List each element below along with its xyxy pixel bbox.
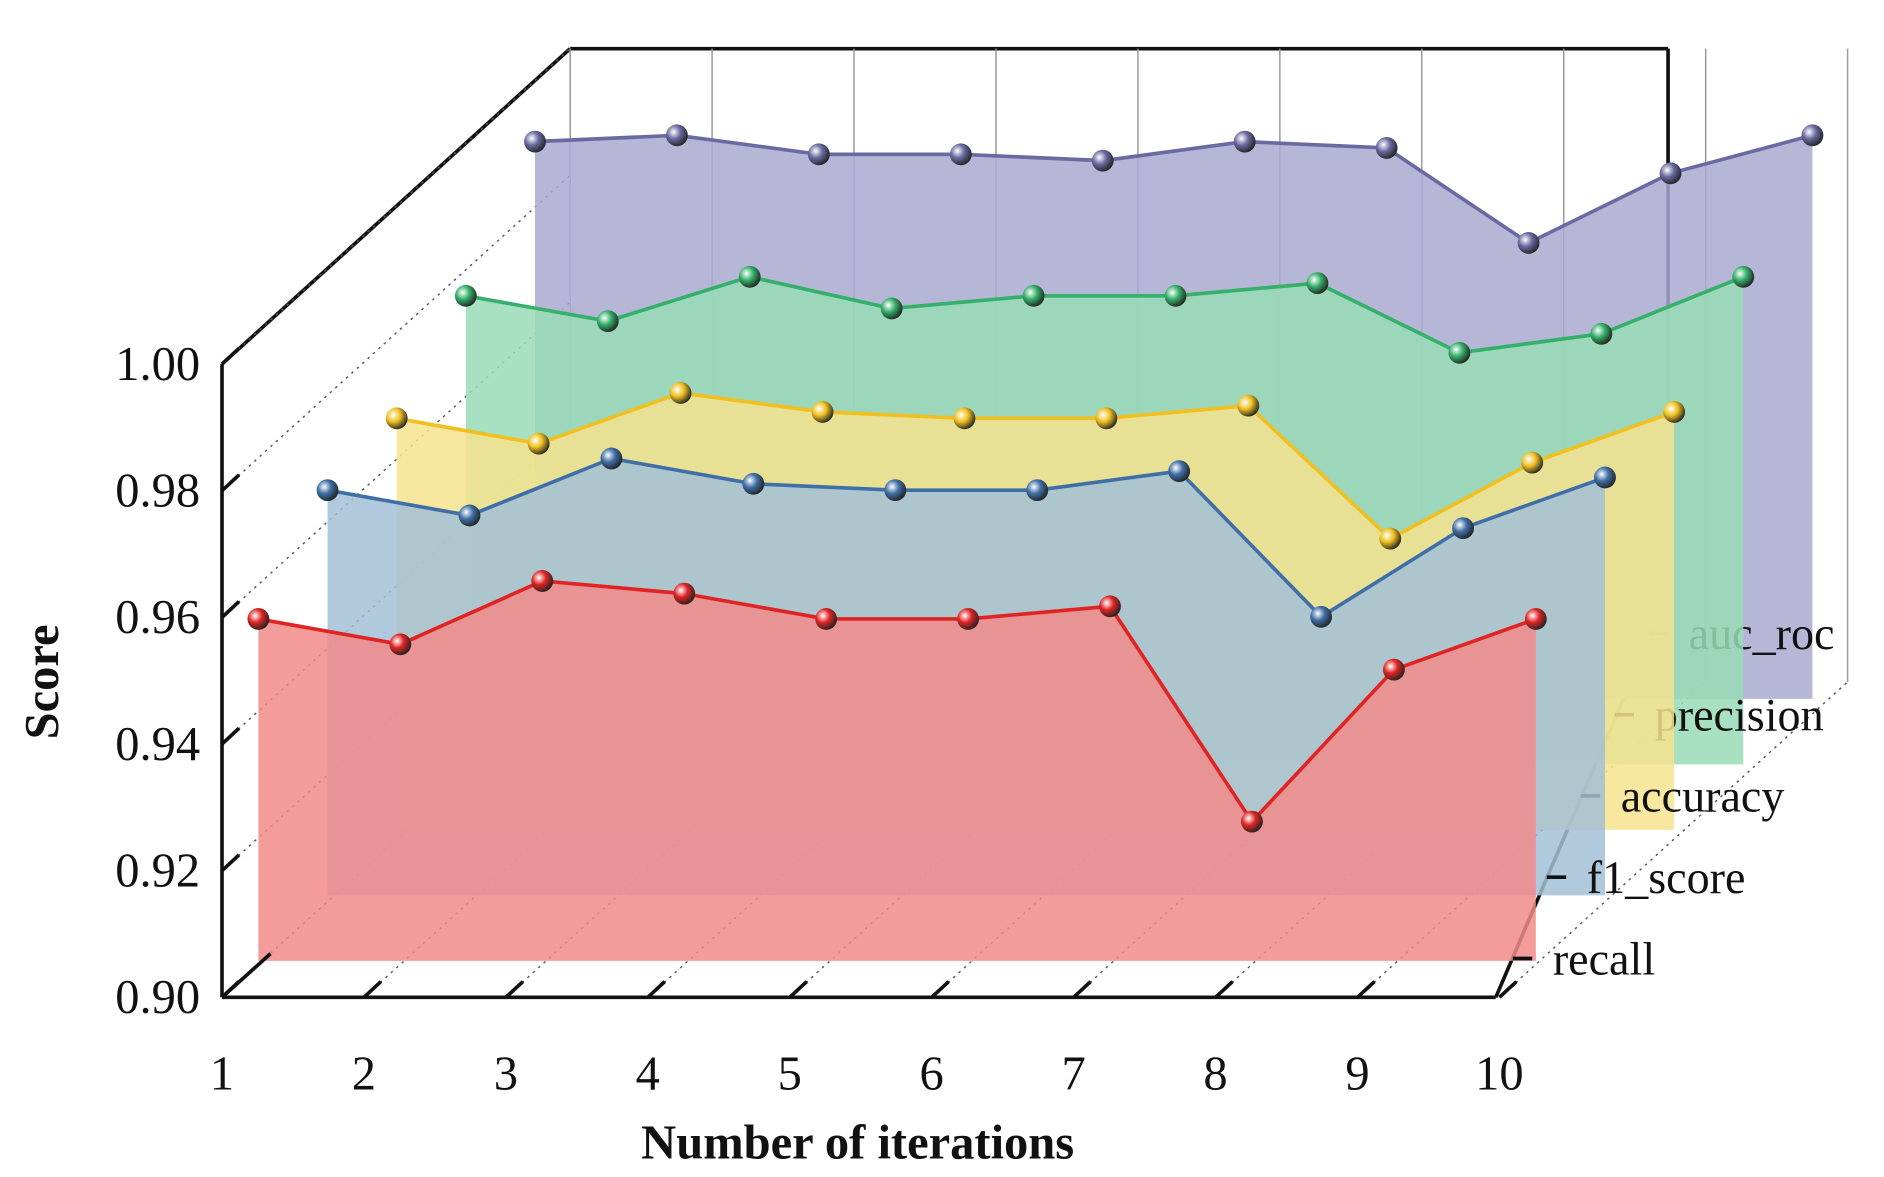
data-point xyxy=(527,432,550,455)
data-point xyxy=(458,504,481,527)
y-tick-label: 0.98 xyxy=(115,464,200,517)
x-tick-label: 10 xyxy=(1475,1048,1524,1101)
data-point xyxy=(880,297,903,320)
data-point xyxy=(1801,124,1824,147)
data-point xyxy=(1521,451,1544,474)
data-point xyxy=(1590,322,1613,345)
data-point xyxy=(1732,265,1755,288)
x-tick-mark xyxy=(788,980,808,999)
x-tick-label: 5 xyxy=(778,1048,802,1101)
data-point xyxy=(815,608,838,630)
data-point xyxy=(1241,810,1263,833)
series-label: recall xyxy=(1553,933,1655,984)
x-tick-mark xyxy=(1072,980,1092,999)
x-tick-label: 6 xyxy=(920,1048,944,1101)
series-line xyxy=(534,133,1813,246)
y-axis-title: Score xyxy=(16,624,69,739)
floor-grid-line xyxy=(1498,681,1849,998)
x-tick-mark xyxy=(362,980,383,999)
axis-line xyxy=(220,952,272,999)
wall-grid-line xyxy=(221,48,571,365)
data-point xyxy=(669,382,692,404)
data-point xyxy=(316,479,339,502)
data-point xyxy=(1168,460,1191,483)
data-point xyxy=(953,407,976,430)
series-line xyxy=(465,274,1744,355)
x-tick-mark xyxy=(504,980,525,999)
series-label: precision xyxy=(1655,689,1824,740)
data-point xyxy=(1233,130,1256,153)
data-point xyxy=(742,472,765,495)
y-tick-mark xyxy=(220,346,241,366)
data-point xyxy=(1382,658,1405,681)
area-fill xyxy=(258,580,1536,961)
wall-grid-line xyxy=(221,174,571,492)
series-line xyxy=(327,456,1606,620)
y-tick-mark xyxy=(220,726,241,746)
data-point xyxy=(1099,595,1121,618)
data-point xyxy=(1663,401,1686,423)
y-tick-label: 0.90 xyxy=(115,971,200,1024)
y-tick-label: 0.96 xyxy=(115,591,200,644)
data-point xyxy=(1310,605,1333,628)
series-line xyxy=(258,579,1537,825)
series-line xyxy=(396,391,1675,541)
data-point xyxy=(1448,341,1471,364)
x-tick-mark xyxy=(1356,980,1376,999)
wall-grid-line xyxy=(221,301,571,618)
data-point xyxy=(884,479,907,502)
data-point xyxy=(1517,232,1540,254)
series-label: accuracy xyxy=(1621,771,1785,822)
y-tick-label: 1.00 xyxy=(115,338,200,391)
y-tick-mark xyxy=(220,600,241,619)
y-tick-label: 0.94 xyxy=(115,718,200,771)
x-axis-title: Number of iterations xyxy=(641,1117,1074,1170)
data-point xyxy=(1237,394,1260,417)
x-tick-mark xyxy=(930,980,950,999)
data-point xyxy=(596,310,619,333)
series-label: f1_score xyxy=(1587,852,1746,903)
data-point xyxy=(1375,137,1398,159)
y-tick-label: 0.92 xyxy=(115,844,200,897)
data-point xyxy=(454,284,477,307)
data-point xyxy=(385,407,408,430)
x-tick-mark xyxy=(1498,980,1518,999)
data-point xyxy=(957,608,980,630)
data-point xyxy=(673,582,696,605)
x-tick-label: 7 xyxy=(1061,1048,1085,1101)
data-point xyxy=(949,143,972,166)
data-point xyxy=(1091,149,1114,172)
data-point xyxy=(1452,517,1474,540)
data-point xyxy=(807,143,830,166)
data-point xyxy=(1026,479,1049,502)
data-point xyxy=(600,447,623,470)
x-tick-label: 4 xyxy=(636,1048,660,1101)
data-point xyxy=(247,608,270,630)
x-tick-label: 9 xyxy=(1345,1048,1369,1101)
data-point xyxy=(1164,284,1187,307)
data-point xyxy=(1594,466,1616,489)
x-tick-mark xyxy=(646,980,667,999)
data-point xyxy=(811,401,834,423)
data-point xyxy=(389,633,412,656)
data-point xyxy=(1659,162,1682,185)
y-tick-mark xyxy=(220,473,241,493)
x-tick-label: 1 xyxy=(210,1048,234,1101)
x-tick-label: 3 xyxy=(494,1048,518,1101)
data-point xyxy=(1379,527,1402,550)
data-point xyxy=(1524,608,1547,630)
data-point xyxy=(524,130,546,153)
data-point xyxy=(1022,284,1045,307)
data-point xyxy=(666,124,688,147)
data-point xyxy=(1095,407,1118,430)
y-tick-mark xyxy=(220,853,241,873)
data-point xyxy=(531,570,554,592)
x-tick-label: 8 xyxy=(1203,1048,1227,1101)
x-tick-label: 2 xyxy=(352,1048,376,1101)
data-point xyxy=(738,265,761,288)
x-tick-mark xyxy=(1214,980,1234,999)
data-point xyxy=(1306,272,1329,295)
